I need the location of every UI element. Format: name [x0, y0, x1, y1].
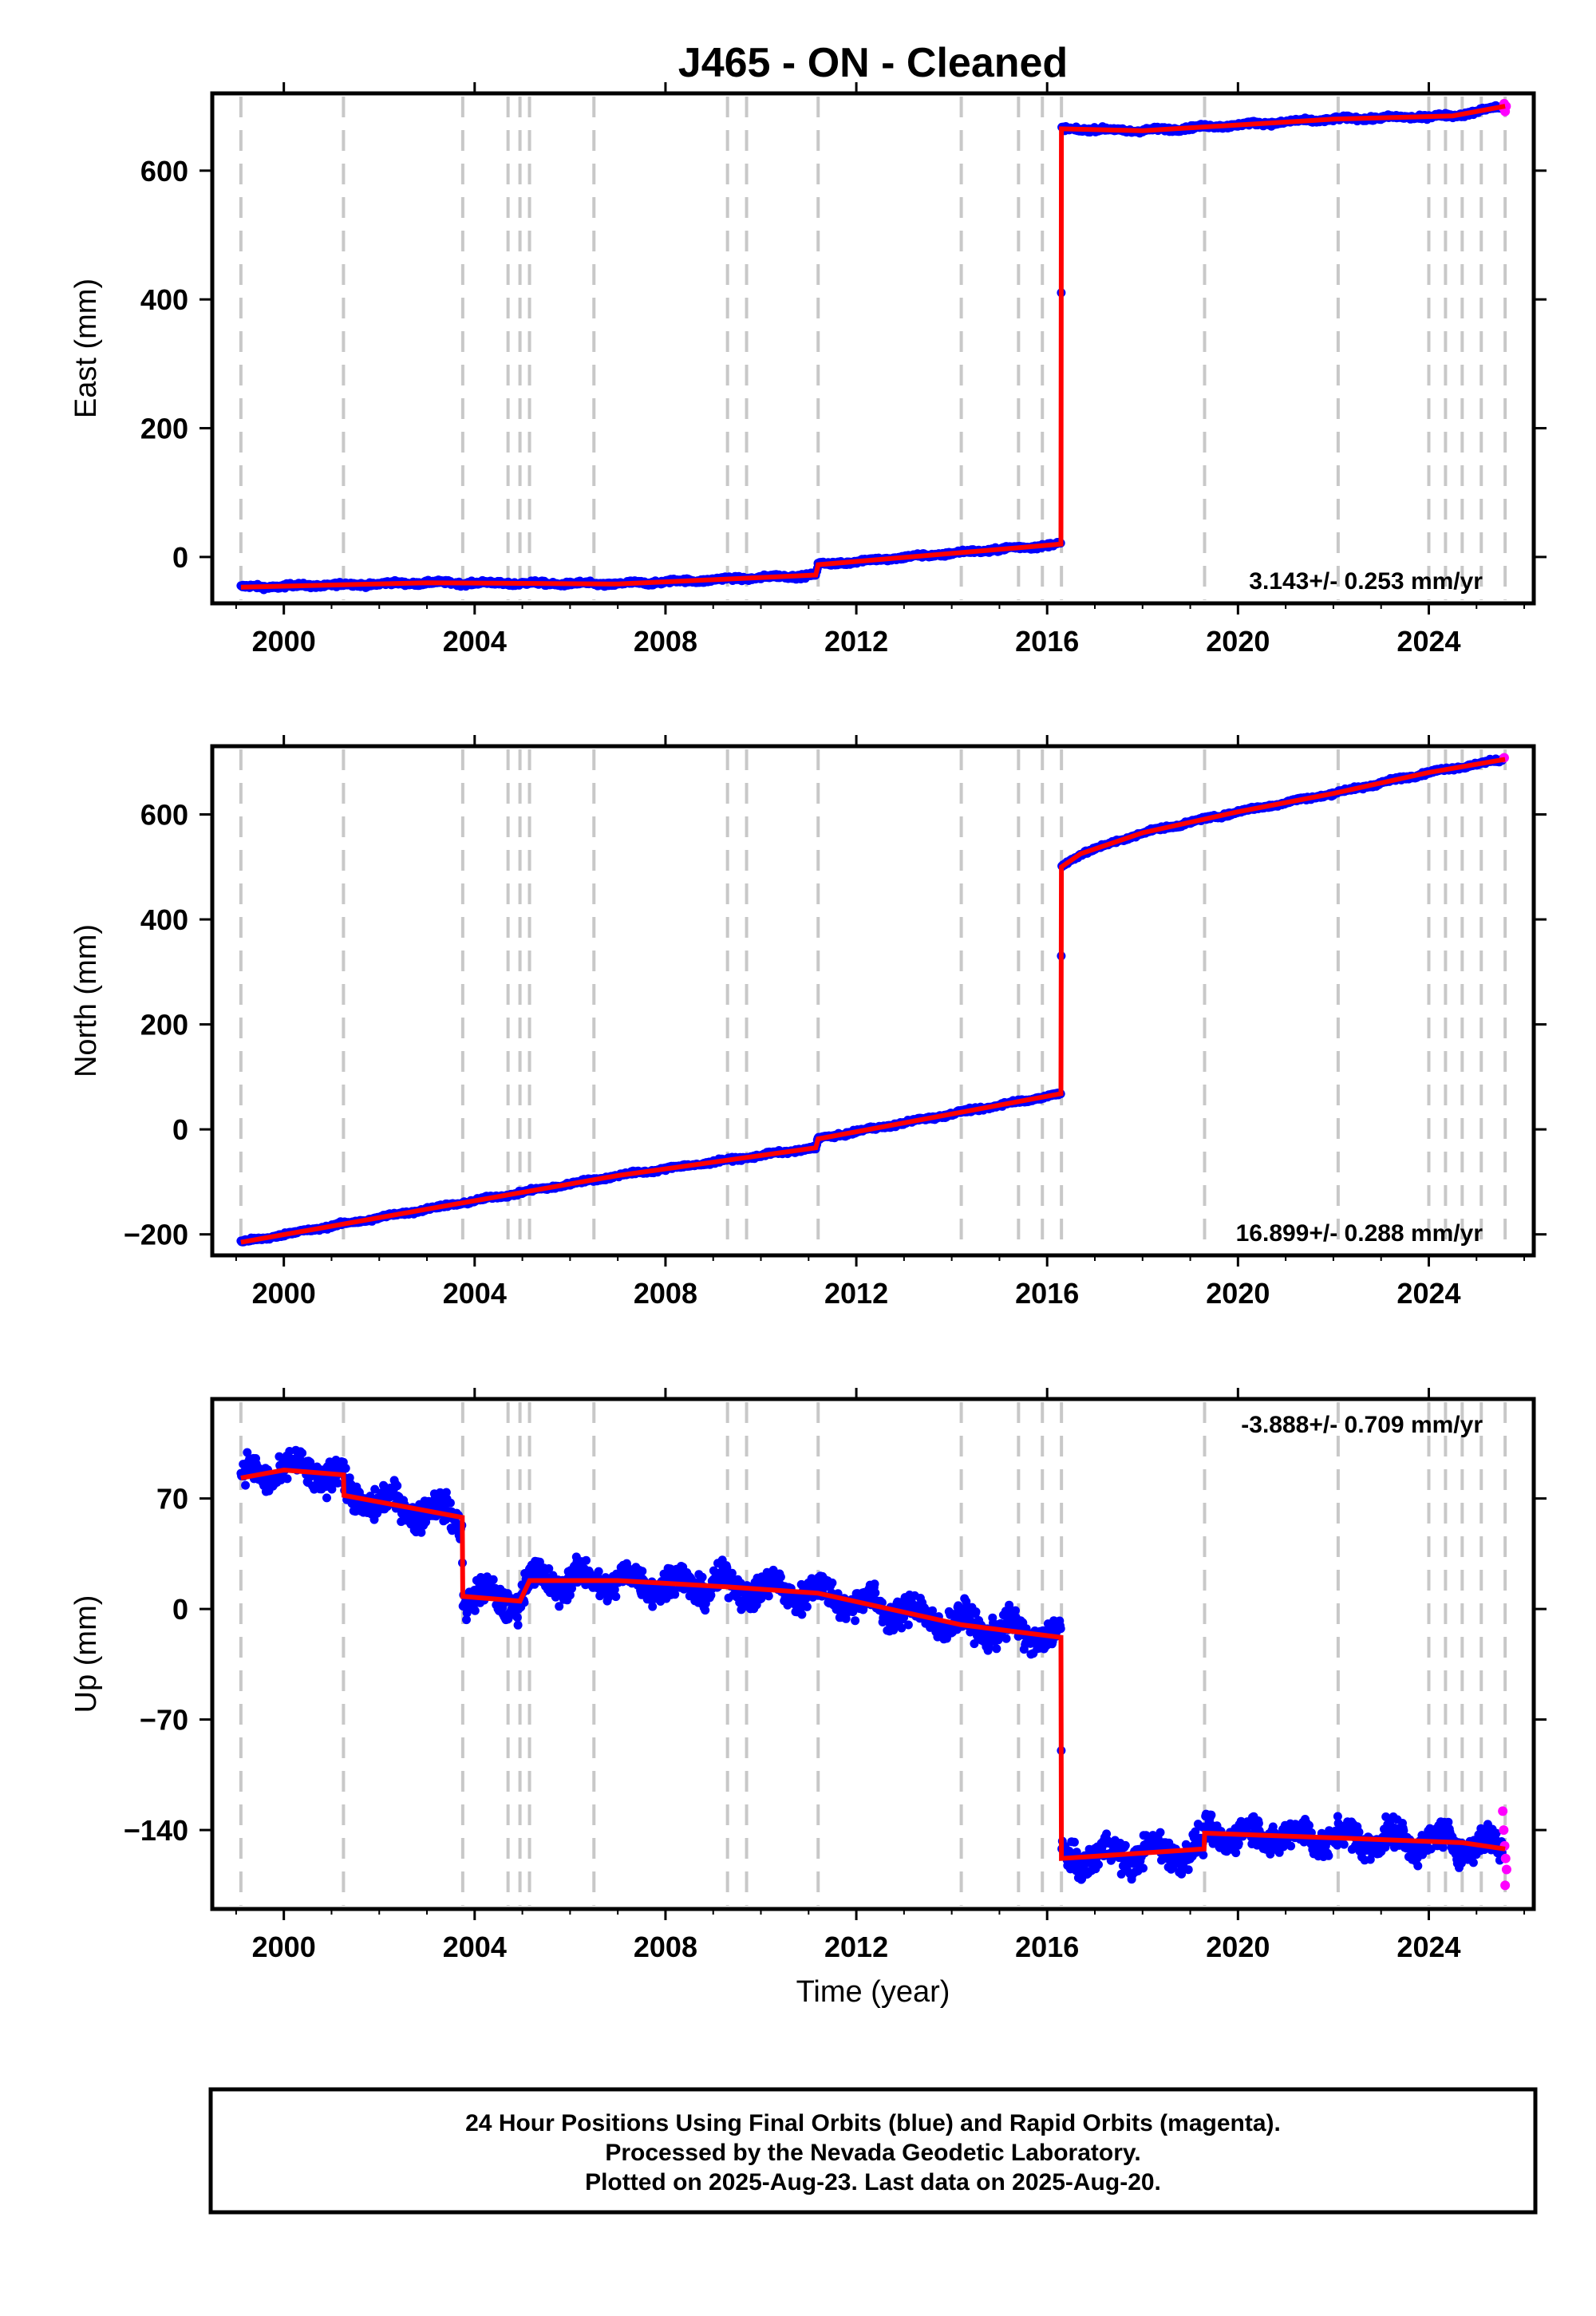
velocity-label: 3.143+/- 0.253 mm/yr	[1249, 568, 1483, 595]
x-tick-label: 2008	[634, 1277, 697, 1310]
chart-title: J465 - ON - Cleaned	[678, 40, 1068, 86]
y-tick-label: 0	[172, 1113, 188, 1146]
data-point	[298, 1448, 307, 1458]
y-tick-label: 400	[140, 903, 188, 936]
x-tick-label: 2000	[252, 1277, 316, 1310]
model-fit-line	[240, 104, 1506, 590]
y-tick-label: 0	[172, 541, 188, 574]
model-fit-line	[240, 757, 1506, 1245]
x-tick-label: 2020	[1206, 1277, 1270, 1310]
velocity-label: 16.899+/- 0.288 mm/yr	[1236, 1220, 1483, 1247]
y-tick-label: 600	[140, 155, 188, 188]
data-point	[445, 1498, 455, 1508]
data-point	[393, 1481, 402, 1491]
x-tick-label: 2016	[1015, 1277, 1079, 1310]
discontinuity-lines	[239, 97, 1507, 600]
discontinuity-lines	[239, 1402, 1507, 1906]
x-tick-label: 2016	[1015, 625, 1079, 658]
x-tick-label: 2004	[443, 625, 507, 658]
data-point	[345, 1473, 354, 1483]
y-tick-label: 200	[140, 413, 188, 445]
up-panel: 2000 2004 2008 2012 2016 2020 2024−140−70070Up…	[69, 1388, 1547, 1963]
y-axis-label: East (mm)	[69, 279, 103, 418]
x-tick-label: 2000	[252, 625, 316, 658]
final-orbit-points	[236, 754, 1507, 1247]
x-tick-label: 2024	[1396, 625, 1460, 658]
plot-frame	[210, 744, 1536, 1258]
x-tick-label: 2020	[1206, 625, 1270, 658]
y-tick-label: 600	[140, 799, 188, 832]
y-axis-label: North (mm)	[69, 924, 103, 1077]
data-point	[322, 1493, 331, 1503]
x-tick-label: 2012	[824, 625, 888, 658]
data-point	[243, 1448, 252, 1457]
y-tick-label: 400	[140, 283, 188, 316]
east-panel: 2000 2004 2008 2012 2016 2020 2024 0 200 400 600 Ea…	[69, 82, 1547, 658]
data-point	[241, 1480, 251, 1490]
data-point	[341, 1464, 350, 1473]
plot-frame	[210, 91, 1536, 606]
discontinuity-lines	[239, 749, 1507, 1252]
data-point	[282, 1474, 292, 1484]
x-tick-label: 2024	[1396, 1277, 1460, 1310]
x-tick-label: 2008	[634, 625, 697, 658]
data-point	[441, 1488, 451, 1497]
final-orbit-points	[236, 101, 1507, 595]
data-point	[327, 1484, 337, 1494]
x-tick-label: 2012	[824, 1277, 888, 1310]
y-tick-label: 200	[140, 1009, 188, 1041]
x-tick-label: 2004	[443, 1277, 507, 1310]
data-point	[417, 1528, 426, 1537]
north-panel: 2000 2004 2008 2012 2016 2020 2024 −200 0 200 400 6…	[69, 735, 1547, 1310]
y-tick-label: −200	[124, 1219, 188, 1251]
